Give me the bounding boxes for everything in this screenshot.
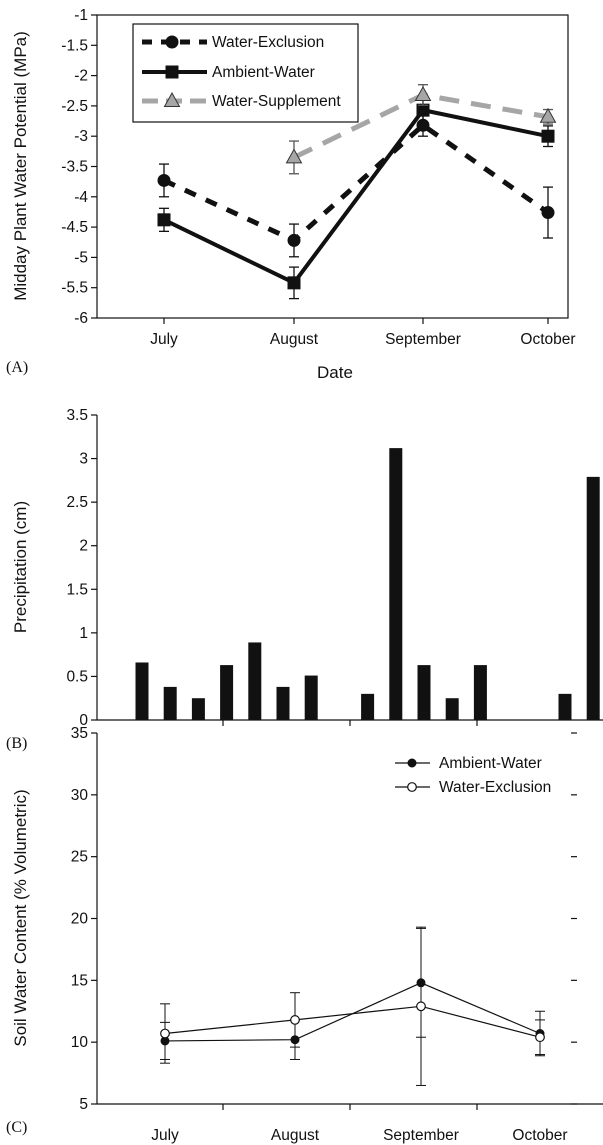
panel-a-y-tick-label: -4.5 bbox=[61, 219, 88, 236]
panel-a-point-ambient-water bbox=[157, 213, 171, 227]
panel-a-point-water-supplement bbox=[285, 148, 303, 164]
panel-a-x-tick-label: October bbox=[520, 331, 575, 348]
panel-c-y-tick-label: 35 bbox=[71, 725, 88, 742]
panel-a-y-tick-label: -5.5 bbox=[61, 280, 88, 297]
panel-a-water-potential-chart: -1 -1.5 -2 -2.5 -3 -3.5 -4 -4.5 -5 -5.5 -6 July Augu… bbox=[6, 7, 576, 382]
panel-a-y-axis-title: Midday Plant Water Potential (MPa) bbox=[11, 31, 30, 301]
panel-a-series-line-water-exclusion bbox=[162, 122, 550, 244]
panel-b-precipitation-bar bbox=[248, 642, 262, 720]
panel-b-precipitation-bar bbox=[473, 665, 487, 720]
panel-b-precipitation-bar bbox=[586, 476, 600, 720]
panel-c-legend-marker-water-exclusion bbox=[407, 782, 417, 792]
panel-c-legend-label: Ambient-Water bbox=[439, 755, 542, 772]
panel-a-y-tick-label: -1.5 bbox=[61, 37, 88, 54]
panel-c-series-line-ambient-water bbox=[164, 982, 541, 1042]
panel-b-precipitation-bar bbox=[135, 662, 149, 720]
panel-b-precipitation-bar bbox=[304, 675, 318, 720]
panel-c-point-water-exclusion bbox=[535, 1032, 545, 1043]
panel-c-x-tick-label: October bbox=[512, 1127, 567, 1144]
panel-c-series-line-water-exclusion bbox=[164, 1005, 541, 1038]
panel-a-point-water-supplement bbox=[539, 107, 557, 123]
panel-c-x-tick-label: September bbox=[383, 1127, 459, 1144]
panel-a-legend-label: Ambient-Water bbox=[212, 64, 315, 81]
panel-b-y-axis-title: Precipitation (cm) bbox=[11, 501, 30, 633]
panel-c-point-water-exclusion bbox=[416, 1001, 426, 1012]
panel-a-point-water-exclusion bbox=[157, 173, 171, 187]
panel-b-y-tick-label: 0.5 bbox=[66, 668, 88, 685]
panel-a-point-ambient-water bbox=[541, 129, 555, 143]
panel-c-y-tick-label: 30 bbox=[71, 787, 89, 804]
panel-c-y-tick-label: 15 bbox=[71, 972, 88, 989]
panel-c-point-water-exclusion bbox=[160, 1028, 170, 1039]
panel-a-y-tick-label: -2 bbox=[74, 68, 88, 85]
panel-c-x-tick-label: July bbox=[151, 1127, 179, 1144]
panel-a-x-tick-label: September bbox=[385, 331, 461, 348]
panel-b-y-tick-label: 0 bbox=[79, 712, 88, 729]
panel-c-x-tick-label: August bbox=[271, 1127, 320, 1144]
panel-b-precipitation-bar bbox=[163, 686, 177, 720]
panel-b-precipitation-bar bbox=[276, 686, 290, 720]
panel-a-y-tick-label: -5 bbox=[74, 249, 88, 266]
panel-c-legend-label: Water-Exclusion bbox=[439, 779, 551, 796]
panel-a-label: (A) bbox=[6, 359, 28, 376]
panel-a-y-tick-label: -1 bbox=[74, 7, 88, 24]
panel-c-y-tick-label: 5 bbox=[79, 1096, 88, 1113]
panel-a-x-axis-title: Date bbox=[317, 363, 353, 382]
panel-c-point-ambient-water bbox=[416, 978, 426, 988]
panel-a-legend-label: Water-Exclusion bbox=[212, 34, 324, 51]
panel-b-precipitation-chart: 0 0.5 1 1.5 2 2.5 3 3.5 Precipitation (cm) (B) bbox=[6, 407, 603, 752]
panel-a-y-tick-label: -6 bbox=[74, 310, 88, 327]
panel-c-y-tick-label: 25 bbox=[71, 849, 88, 866]
panel-a-series-line-ambient-water bbox=[163, 107, 549, 286]
panel-b-precipitation-bar bbox=[558, 693, 572, 720]
panel-c-point-water-exclusion bbox=[290, 1015, 300, 1025]
panel-b-precipitation-bar bbox=[417, 665, 431, 720]
panel-a-point-water-exclusion bbox=[287, 233, 301, 247]
panel-c-point-ambient-water bbox=[290, 1035, 300, 1045]
panel-b-y-tick-label: 2 bbox=[79, 538, 88, 555]
panel-b-precipitation-bar bbox=[445, 698, 459, 720]
panel-b-y-tick-label: 3 bbox=[79, 451, 88, 468]
panel-b-precipitation-bar bbox=[220, 665, 234, 720]
panel-c-y-tick-label: 10 bbox=[71, 1034, 89, 1051]
panel-b-y-tick-label: 2.5 bbox=[66, 494, 88, 511]
panel-a-y-tick-label: -3 bbox=[74, 128, 88, 145]
panel-a-legend-marker-ambient-water bbox=[165, 65, 179, 79]
panel-c-soil-water-chart: 5 10 15 20 25 30 35 July August September October S… bbox=[6, 725, 603, 1144]
panel-a-y-tick-label: -3.5 bbox=[61, 159, 88, 176]
panel-a-point-ambient-water bbox=[416, 103, 430, 117]
panel-b-precipitation-bar bbox=[191, 698, 205, 720]
panel-a-legend-marker-water-supplement bbox=[163, 91, 181, 107]
panel-b-y-tick-label: 1.5 bbox=[66, 581, 88, 598]
panel-a-x-tick-label: July bbox=[150, 331, 178, 348]
panel-a-y-tick-label: -2.5 bbox=[61, 98, 88, 115]
panel-b-label: (B) bbox=[6, 735, 27, 752]
panel-a-point-water-supplement bbox=[414, 85, 432, 101]
panel-a-x-tick-label: August bbox=[270, 331, 319, 348]
panel-c-y-tick-label: 20 bbox=[71, 911, 89, 928]
panel-c-y-axis-title: Soil Water Content (% Volumetric) bbox=[11, 789, 30, 1046]
panel-a-point-ambient-water bbox=[287, 276, 301, 290]
panel-b-y-tick-label: 1 bbox=[79, 625, 88, 642]
panel-c-legend-marker-ambient-water bbox=[407, 758, 417, 768]
panel-a-y-tick-label: -4 bbox=[74, 189, 88, 206]
panel-a-legend-label: Water-Supplement bbox=[212, 93, 341, 110]
panel-b-y-tick-label: 3.5 bbox=[66, 407, 88, 424]
panel-b-precipitation-bar bbox=[389, 448, 403, 720]
panel-c-label: (C) bbox=[6, 1119, 27, 1136]
panel-b-precipitation-bar bbox=[361, 693, 375, 720]
panel-a-legend-marker-water-exclusion bbox=[165, 35, 179, 49]
panel-a-point-water-exclusion bbox=[541, 206, 555, 220]
